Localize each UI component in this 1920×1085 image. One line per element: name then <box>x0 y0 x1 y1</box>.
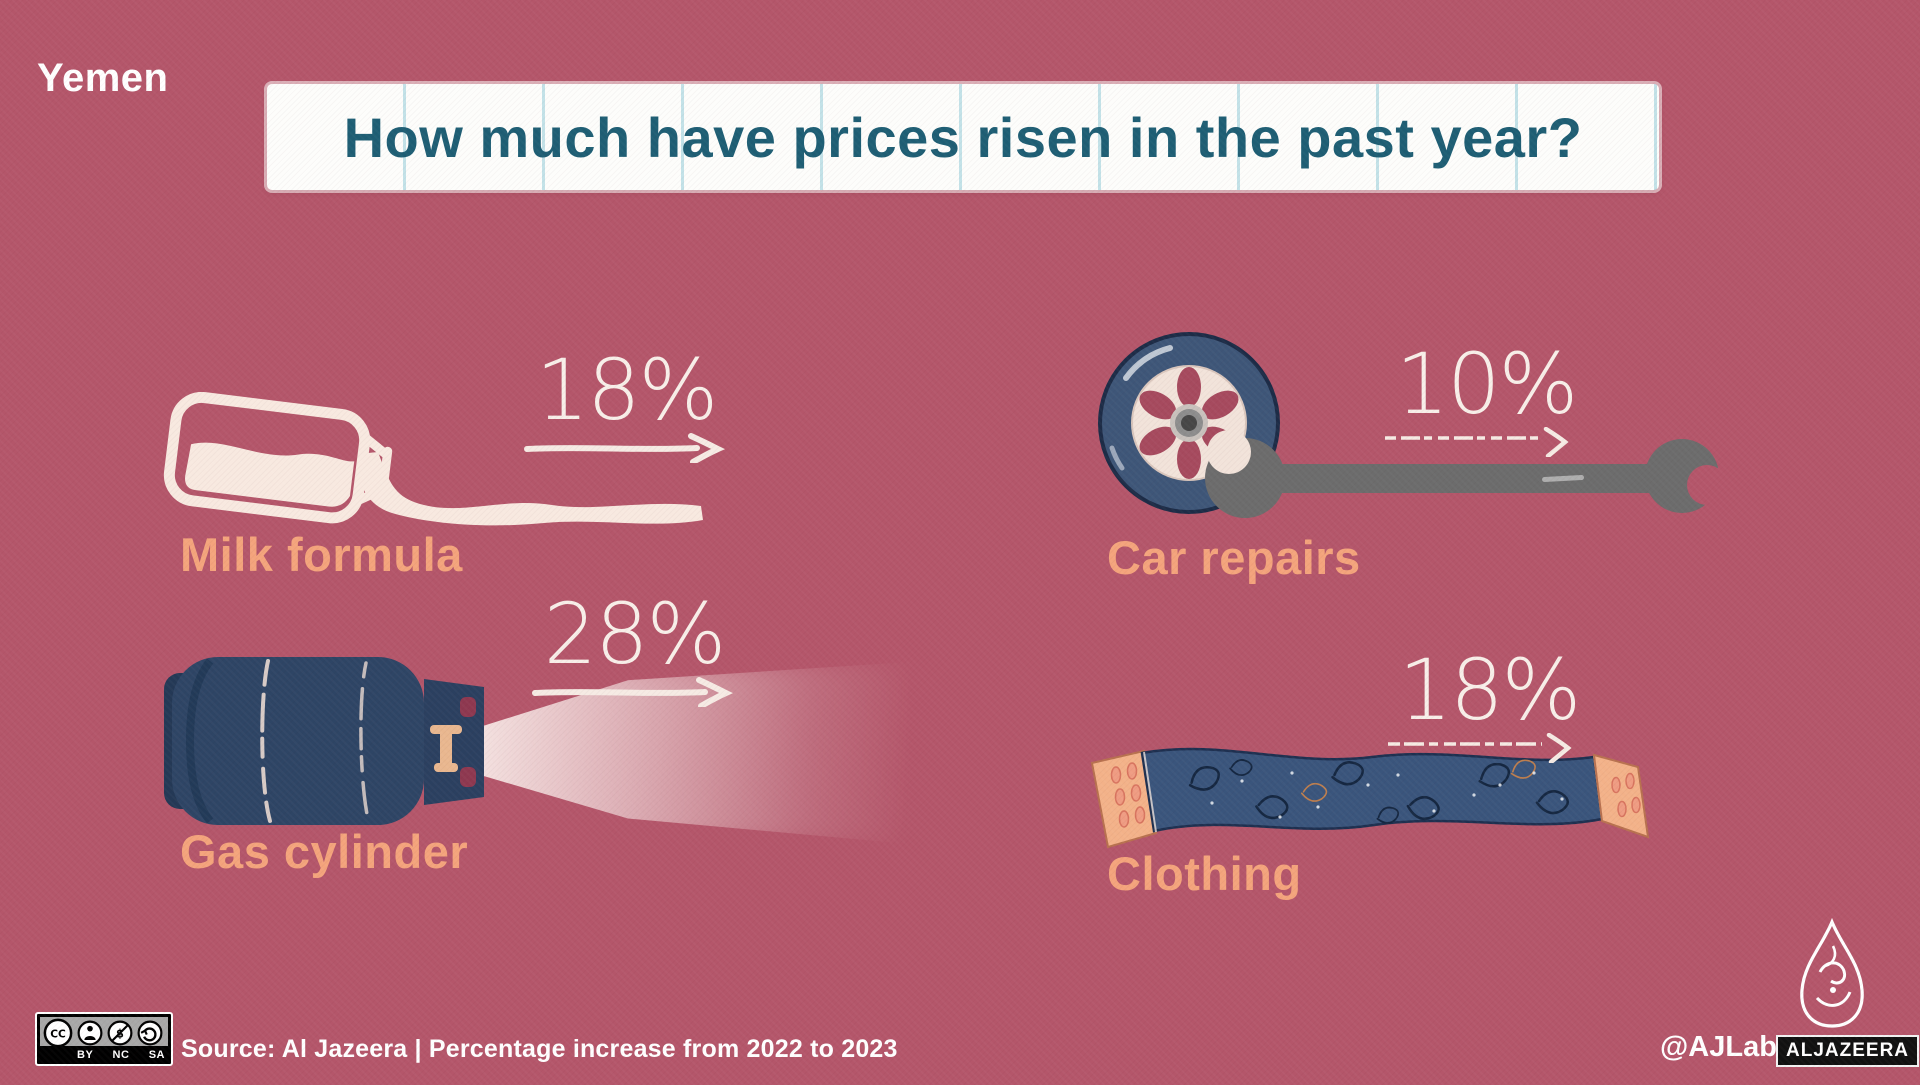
percentage-value: 18% <box>1398 641 1582 739</box>
scarf-illustration <box>1090 747 1650 849</box>
gas-cylinder-illustration <box>164 657 484 825</box>
svg-text:CC: CC <box>50 1027 66 1040</box>
percentage-value: 28% <box>543 585 727 683</box>
page-title: How much have prices risen in the past y… <box>343 105 1583 169</box>
car-repairs-label: Car repairs <box>1107 531 1361 584</box>
cc-sa-label: SA <box>148 1049 165 1061</box>
cc-nc-icon: $ <box>107 1020 133 1046</box>
country-label: Yemen <box>37 56 169 100</box>
milk-bottle-illustration <box>163 392 703 526</box>
gas-cylinder-label: Gas cylinder <box>180 825 469 878</box>
creative-commons-badge: CC $ BY NC SA <box>35 1012 173 1066</box>
social-handle: @AJLabs <box>1660 1031 1794 1063</box>
title-banner: How much have prices risen in the past y… <box>267 84 1659 190</box>
percentage-value: 18% <box>535 341 719 439</box>
right-arrow-icon <box>1388 733 1572 764</box>
gas-cylinder-percentage: 28% <box>529 585 739 708</box>
clothing-percentage: 18% <box>1384 641 1594 764</box>
cc-by-icon <box>77 1020 103 1046</box>
percentage-value: 10% <box>1395 335 1579 433</box>
clothing-label: Clothing <box>1107 847 1302 900</box>
right-arrow-icon <box>1385 427 1569 458</box>
milk-formula-label: Milk formula <box>180 528 463 581</box>
al-jazeera-flame-icon <box>1800 918 1864 1028</box>
source-attribution: Source: Al Jazeera | Percentage increase… <box>181 1035 898 1063</box>
al-jazeera-wordmark: ALJAZEERA <box>1776 1035 1920 1067</box>
right-arrow-icon <box>532 677 734 708</box>
car-repairs-percentage: 10% <box>1381 335 1591 458</box>
cc-nc-label: NC <box>112 1049 130 1061</box>
right-arrow-icon <box>524 433 726 464</box>
cc-sa-icon <box>137 1020 163 1046</box>
milk-formula-percentage: 18% <box>521 341 731 464</box>
wheel-and-wrench-illustration <box>1098 332 1727 518</box>
cc-by-label: BY <box>77 1049 94 1061</box>
cc-icon: CC <box>43 1018 73 1048</box>
